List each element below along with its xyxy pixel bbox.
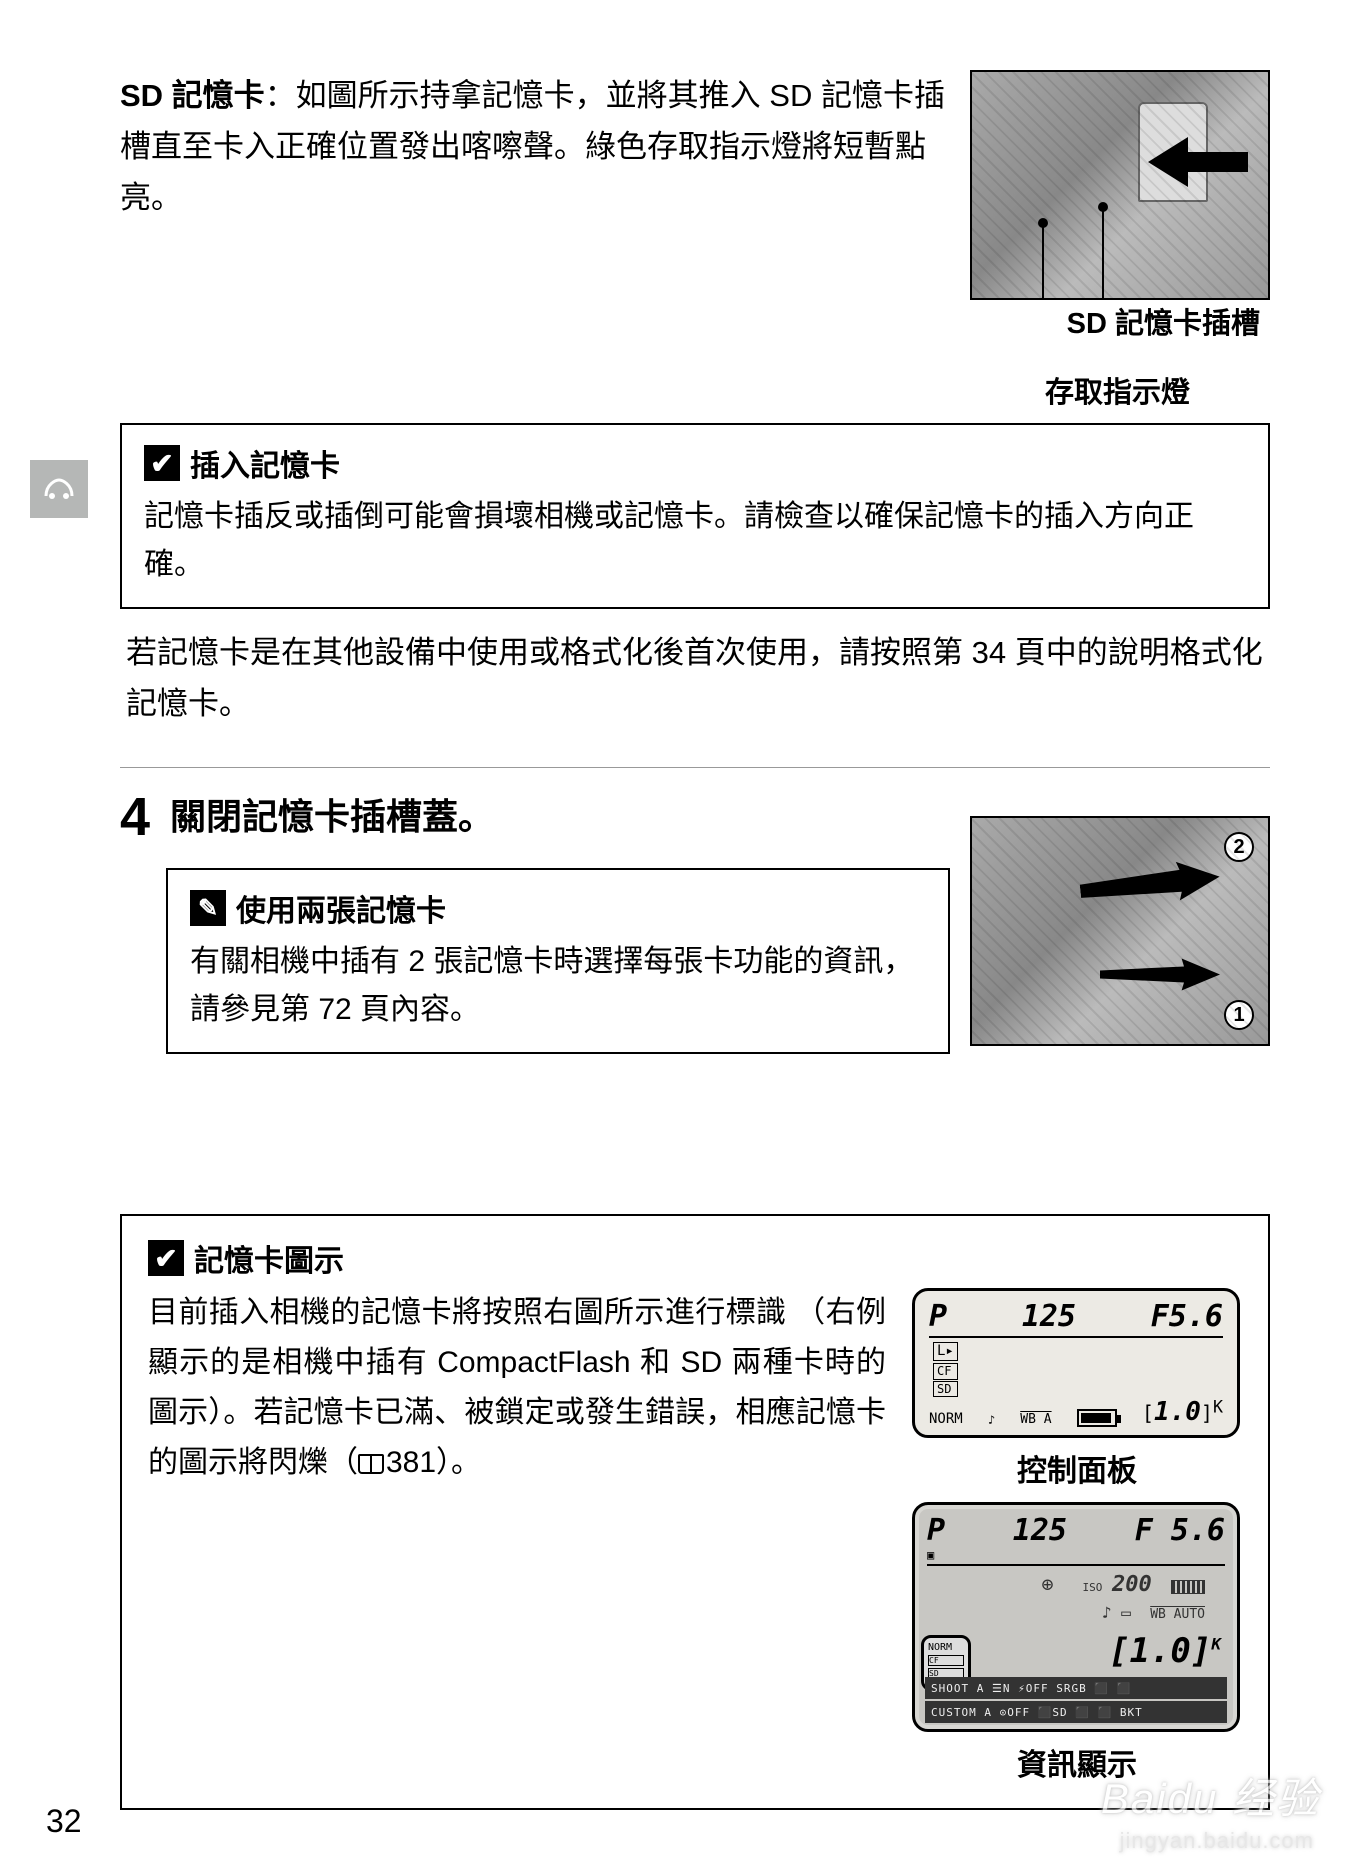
lcd2-iso-row: ⊕ ISO 200 — [927, 1572, 1225, 1597]
bottom-title-row: ✔ 記憶卡圖示 — [148, 1236, 1242, 1280]
pencil-icon: ✎ — [190, 890, 226, 926]
label-led: 存取指示燈 — [970, 373, 1270, 414]
watermark-sub: jingyan.baidu.com — [1120, 1828, 1314, 1854]
lcd1-label: 控制面板 — [912, 1446, 1242, 1490]
bottom-body-main: 目前插入相機的記憶卡將按照右圖所示進行標識 （右例顯示的是相機中插有 Compa… — [148, 1296, 886, 1478]
lcd2-mode: P — [927, 1513, 945, 1548]
step-4-row: ✎ 使用兩張記憶卡 有關相機中插有 2 張記憶卡時選擇每張卡功能的資訊，請參見第… — [120, 862, 1270, 1054]
sd-slot-photo — [970, 70, 1270, 300]
lcd2-aperture: F 5.6 — [1135, 1513, 1225, 1548]
step-circ-1: 1 — [1224, 1000, 1254, 1030]
close-cover-photo: 1 2 — [970, 816, 1270, 1046]
lcd1-shutter: 125 — [1022, 1299, 1076, 1334]
book-icon — [358, 1454, 384, 1474]
note2-title-row: ✎ 使用兩張記憶卡 — [190, 886, 926, 930]
lcd2-shutter: 125 — [1013, 1513, 1067, 1548]
lcd2-strip1: SHOOT A ☰N ⚡OFF SRGB ⬛ ⬛ — [925, 1677, 1227, 1699]
lcd2-iso: 200 — [1112, 1572, 1152, 1597]
lcd1-norm: NORM — [929, 1411, 963, 1427]
separator — [120, 767, 1270, 768]
lcd2-iso-label: ISO — [1082, 1581, 1102, 1594]
check-icon: ✔ — [144, 445, 180, 481]
photo-labels: SD 記憶卡插槽 存取指示燈 — [970, 304, 1270, 413]
sd-card-text: SD 記憶卡：如圖所示持拿記憶卡，並將其推入 SD 記憶卡插槽直至卡入正確位置發… — [120, 70, 952, 413]
note1-body: 記憶卡插反或插倒可能會損壞相機或記憶卡。請檢查以確保記憶卡的插入方向正確。 — [144, 493, 1246, 589]
sd-photo-wrap: SD 記憶卡插槽 存取指示燈 — [970, 70, 1270, 413]
section-sd-card: SD 記憶卡：如圖所示持拿記憶卡，並將其推入 SD 記憶卡插槽直至卡入正確位置發… — [120, 70, 1270, 413]
lcd-column: P 125 F5.6 L▸ CF SD NORM ♪ WB A [1.0]K 控… — [912, 1288, 1242, 1784]
note-two-cards: ✎ 使用兩張記憶卡 有關相機中插有 2 張記憶卡時選擇每張卡功能的資訊，請參見第… — [166, 868, 950, 1054]
sd-heading: SD 記憶卡 — [120, 78, 265, 113]
lcd1-k: K — [1213, 1398, 1223, 1417]
note-insert-card: ✔ 插入記憶卡 記憶卡插反或插倒可能會損壞相機或記憶卡。請檢查以確保記憶卡的插入… — [120, 423, 1270, 609]
note1-title: 插入記憶卡 — [190, 441, 340, 485]
step-circ-2: 2 — [1224, 832, 1254, 862]
lcd2-remain: [1.0]K — [1109, 1631, 1221, 1671]
bottom-body-page: 381）。 — [386, 1446, 481, 1479]
page-number: 32 — [46, 1803, 82, 1840]
info-display-lcd: P 125 F 5.6 ▣ ⊕ ISO 200 ♪ ▭ WB AUTO NORM — [912, 1502, 1240, 1732]
bottom-body: 目前插入相機的記憶卡將按照右圖所示進行標識 （右例顯示的是相機中插有 Compa… — [148, 1288, 886, 1784]
watermark: Baidu 经验 — [1101, 1765, 1320, 1826]
lcd2-norm: NORM — [928, 1642, 964, 1653]
control-panel-lcd: P 125 F5.6 L▸ CF SD NORM ♪ WB A [1.0]K — [912, 1288, 1240, 1438]
battery-icon — [1077, 1409, 1117, 1427]
note-card-icons: ✔ 記憶卡圖示 目前插入相機的記憶卡將按照右圖所示進行標識 （右例顯示的是相機中… — [120, 1214, 1270, 1810]
note1-title-row: ✔ 插入記憶卡 — [144, 441, 1246, 485]
note2-body: 有關相機中插有 2 張記憶卡時選擇每張卡功能的資訊，請參見第 72 頁內容。 — [190, 938, 926, 1034]
step-4-number: 4 — [120, 790, 150, 844]
after-note-text: 若記憶卡是在其他設備中使用或格式化後首次使用，請按照第 34 頁中的說明格式化記… — [120, 627, 1270, 729]
note2-title: 使用兩張記憶卡 — [236, 886, 446, 930]
lcd1-card-icons: L▸ CF SD — [933, 1341, 958, 1398]
lcd1-remain: 1.0 — [1154, 1397, 1201, 1427]
lcd1-cf: CF — [933, 1363, 958, 1379]
lcd1-aperture: F5.6 — [1151, 1299, 1223, 1334]
check-icon-2: ✔ — [148, 1240, 184, 1276]
bottom-title: 記憶卡圖示 — [194, 1236, 344, 1280]
lcd1-sd: SD — [933, 1381, 958, 1397]
side-tab-icon — [30, 460, 88, 518]
label-sd-slot: SD 記憶卡插槽 — [970, 304, 1270, 345]
lcd1-mode: P — [929, 1299, 947, 1334]
lcd2-strip2: CUSTOM A ⊙OFF ⬛SD ⬛ ⬛ BKT — [925, 1701, 1227, 1723]
lcd1-wb: WB A — [1020, 1412, 1051, 1427]
lcd2-wb: WB AUTO — [1150, 1607, 1205, 1622]
lcd2-wb-row: ♪ ▭ WB AUTO — [927, 1603, 1225, 1622]
